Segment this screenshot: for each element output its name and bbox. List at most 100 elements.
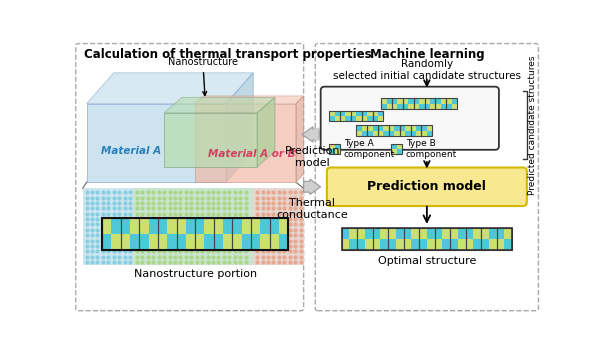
Point [176,227,185,233]
Point [296,259,305,265]
Point [253,254,262,260]
Point [132,222,142,227]
Bar [130,234,139,250]
Point [203,254,212,260]
Point [82,189,91,195]
Point [214,243,223,249]
Bar [351,111,362,121]
Point [148,254,158,260]
Point [224,216,234,222]
Bar [397,104,403,109]
Point [203,205,212,211]
Point [241,205,250,211]
Point [187,216,196,222]
Point [203,227,212,233]
Bar [378,125,383,131]
Point [87,189,97,195]
Point [165,248,175,254]
Point [104,243,113,249]
Point [224,254,234,260]
Point [115,248,124,254]
Point [132,227,142,233]
Text: Type B
component: Type B component [406,139,457,159]
Bar [481,239,489,250]
Bar [452,104,457,109]
Point [104,189,113,195]
Point [120,227,130,233]
Bar [400,131,405,136]
Bar [425,98,436,109]
Point [214,189,223,195]
Bar [452,98,457,104]
Point [296,216,305,222]
Point [208,189,218,195]
Point [109,254,119,260]
Point [181,222,191,227]
Point [187,232,196,238]
Point [187,227,196,233]
Point [274,205,284,211]
Bar [279,218,288,234]
Bar [367,125,378,136]
Point [181,205,191,211]
Bar [356,125,362,131]
Point [230,195,239,200]
Bar [232,218,251,250]
Point [98,254,108,260]
Point [280,227,289,233]
Bar [121,218,130,234]
Point [115,211,124,217]
Point [280,216,289,222]
Point [125,211,135,217]
Point [160,205,169,211]
Point [143,189,152,195]
Point [115,238,124,244]
Point [170,222,180,227]
Point [125,238,135,244]
Bar [436,98,446,109]
Point [285,227,295,233]
Point [165,200,175,206]
Point [280,248,289,254]
Point [115,195,124,200]
Point [137,189,147,195]
Point [192,195,202,200]
Bar [205,234,214,250]
Point [165,259,175,265]
Bar [425,104,430,109]
Point [120,189,130,195]
Bar [458,239,466,250]
Bar [391,149,397,154]
Point [82,200,91,206]
Point [280,243,289,249]
Bar [341,239,349,250]
Bar [436,98,441,104]
Bar [413,104,419,109]
Point [176,248,185,254]
Point [274,259,284,265]
Point [115,259,124,265]
Point [235,189,245,195]
Point [165,205,175,211]
Bar [413,98,425,109]
Text: Thermal
conductance: Thermal conductance [276,198,348,220]
Bar [397,144,402,149]
Point [115,243,124,249]
Point [230,222,239,227]
Point [181,200,191,206]
Point [82,211,91,217]
Point [125,243,135,249]
Point [197,222,207,227]
Point [258,189,268,195]
Bar [386,104,392,109]
Bar [232,234,242,250]
Point [176,195,185,200]
Point [285,238,295,244]
Bar [389,125,394,131]
Point [125,227,135,233]
Point [230,243,239,249]
Point [82,248,91,254]
Bar [232,218,242,234]
Bar [112,234,121,250]
Point [296,205,305,211]
